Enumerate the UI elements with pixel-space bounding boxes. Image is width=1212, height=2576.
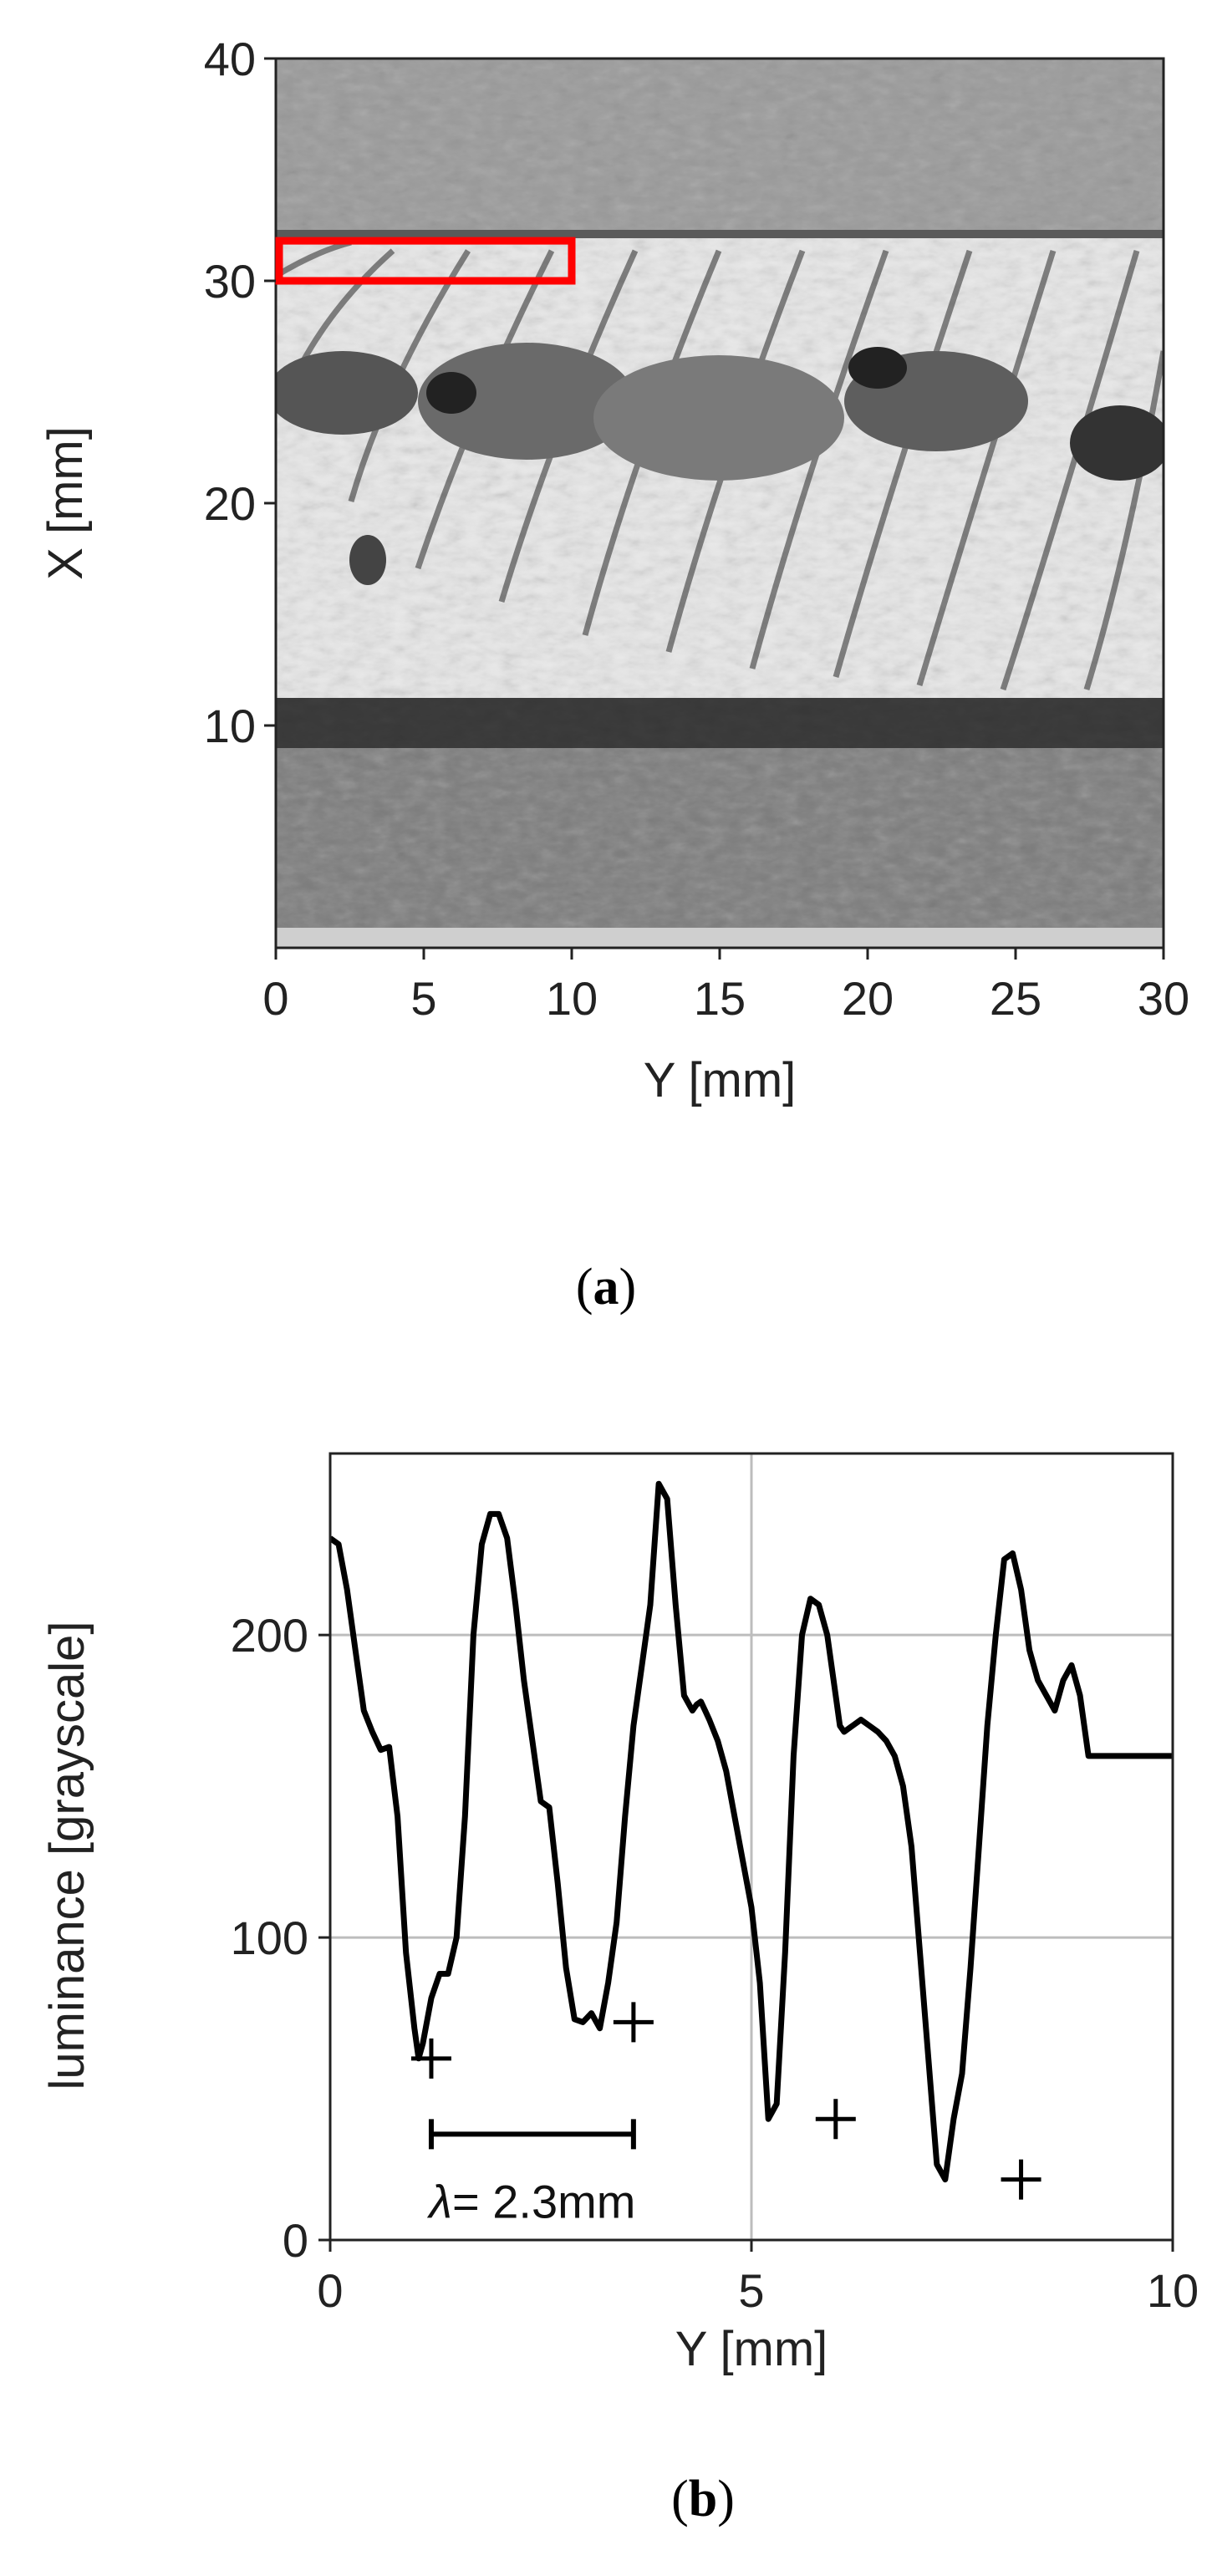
a-x-tick-label: 15 xyxy=(694,972,746,1025)
minimum-marker xyxy=(815,2099,856,2140)
panel-a-ylabel: X [mm] xyxy=(38,426,93,580)
minima-markers xyxy=(410,2002,1041,2200)
minimum-marker xyxy=(613,2002,654,2043)
panel-b-x-ticks: 0 5 10 xyxy=(317,2240,1199,2317)
wavelength-annotation: λ= 2.3mm xyxy=(426,2175,635,2227)
a-y-tick-label: 10 xyxy=(204,700,256,752)
dark-regions xyxy=(276,343,1164,585)
panel-a-caption: (a) xyxy=(576,1259,636,1316)
a-y-tick-label: 20 xyxy=(204,477,256,530)
a-x-tick-label: 25 xyxy=(990,972,1041,1025)
panel-a-x-ticks: 0 5 10 15 20 25 30 xyxy=(262,948,1189,1025)
a-x-tick-label: 5 xyxy=(410,972,436,1025)
a-y-tick-label: 30 xyxy=(204,255,256,308)
panel-b-y-ticks: 0 100 200 xyxy=(231,1609,330,2267)
panel-a-y-ticks: 10 20 30 40 xyxy=(204,33,276,752)
panel-b-caption: (b) xyxy=(671,2471,735,2528)
a-x-tick-label: 10 xyxy=(546,972,598,1025)
b-x-tick-label: 10 xyxy=(1147,2264,1199,2317)
a-x-tick-label: 20 xyxy=(842,972,894,1025)
highlight-rectangle xyxy=(275,237,576,285)
b-y-tick-label: 200 xyxy=(231,1609,308,1662)
b-x-tick-label: 5 xyxy=(738,2264,764,2317)
a-x-tick-label: 30 xyxy=(1138,972,1189,1025)
minimum-marker xyxy=(410,2038,451,2079)
b-x-tick-label: 0 xyxy=(317,2264,343,2317)
b-y-tick-label: 100 xyxy=(231,1912,308,1964)
panel-b-ylabel: luminance [grayscale] xyxy=(40,1621,94,2090)
grayscale-image xyxy=(276,59,1164,948)
a-y-tick-label: 40 xyxy=(204,33,256,85)
wavelength-bracket xyxy=(428,2119,636,2150)
panel-a: 0 5 10 15 20 25 30 10 20 30 40 Y [mm] X [mm] (a) xyxy=(38,33,1189,1316)
panel-b: λ= 2.3mm 0 5 10 0 100 200 Y [mm] luminance [… xyxy=(40,1452,1199,2528)
minimum-marker xyxy=(1001,2159,1041,2200)
panel-a-xlabel: Y [mm] xyxy=(644,1053,797,1107)
b-y-tick-label: 0 xyxy=(283,2214,308,2267)
a-x-tick-label: 0 xyxy=(262,972,288,1025)
luminance-series-line xyxy=(330,1480,1173,2183)
panel-b-xlabel: Y [mm] xyxy=(675,2322,828,2376)
